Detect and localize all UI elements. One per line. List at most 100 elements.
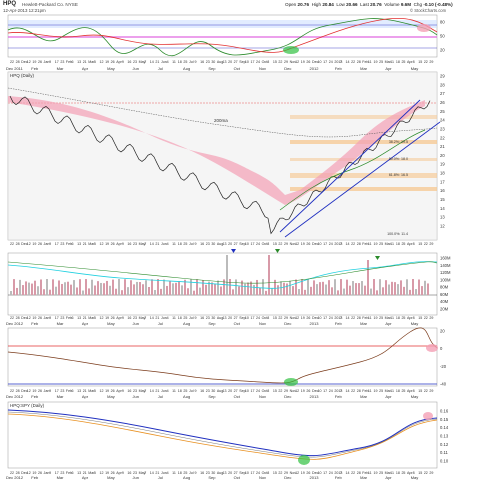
x-axis-tick-label: Sep (239, 389, 245, 393)
x-axis-tick-label: 25 (401, 471, 405, 475)
x-axis-tick-label: 17 (55, 316, 59, 320)
x-axis-month-label: Jun (132, 321, 138, 326)
x-axis-month-label: Jun (132, 66, 138, 71)
x-axis-tick-label: 2013 (334, 389, 342, 393)
x-axis-tick-label: 26 (306, 389, 310, 393)
axis-tick-label: 160M (440, 256, 451, 261)
x-axis-tick-label: 14 (346, 389, 350, 393)
x-axis-tick-label: Apr (407, 316, 413, 320)
x-axis-tick-label: 4 (167, 60, 169, 64)
axis-tick-label: 40M (440, 299, 449, 304)
x-axis-bottom: 22 28 Dec 12 19 26 Jan 9 17 23 Feb 6 13 21 Mar 5 12 19 26 A… (6, 471, 433, 480)
x-axis-month-label: Apr (82, 394, 89, 399)
volume-green-line (7, 261, 438, 284)
volume-bar (400, 280, 402, 295)
x-axis-tick-label: Oct (262, 242, 268, 246)
x-axis-month-label: Oct (234, 394, 241, 399)
volume-bar (46, 279, 48, 295)
x-axis-tick-label: Jun (161, 471, 167, 475)
x-axis-tick-label: 22 (10, 389, 14, 393)
stockcharts-credit: © StockCharts.com (410, 8, 447, 13)
arrow-marker-icon (375, 256, 380, 260)
volume-bar (403, 286, 405, 295)
x-axis-tick-label: 23 (60, 316, 64, 320)
volume-bar (154, 290, 156, 295)
x-axis-tick-label: Jun (161, 316, 167, 320)
x-axis-month-label: Feb (31, 66, 39, 71)
x-axis-tick-label: 28 (16, 316, 20, 320)
x-axis-tick-label: 18 (396, 242, 400, 246)
x-axis-tick-label: 25 (183, 242, 187, 246)
bearish-highlight (426, 344, 438, 352)
x-axis-month-label: Mar (360, 321, 368, 326)
x-axis-tick-label: Feb (66, 389, 72, 393)
x-axis-tick-label: 15 (418, 242, 422, 246)
x-axis-tick-label: 15 (418, 316, 422, 320)
x-axis-tick-label: Nov (290, 471, 297, 475)
x-axis-tick-label: 29 (284, 316, 288, 320)
volume-bar (298, 289, 300, 295)
x-axis-month-label: May (107, 66, 115, 71)
axis-tick-label: 0.10 (440, 459, 449, 464)
x-axis-tick-label: 13 (223, 60, 227, 64)
x-axis-tick-label: 13 (223, 316, 227, 320)
x-axis-tick-label: Dec (21, 471, 28, 475)
x-axis-tick-label: 7 (144, 316, 146, 320)
x-axis-tick-label: Sep (239, 60, 245, 64)
mid-oscillator-panel: 20 0 -20 -40 (7, 327, 447, 387)
x-axis-tick-label: 9 (49, 471, 51, 475)
x-axis-tick-label: 2013 (334, 242, 342, 246)
volume-bar (253, 284, 255, 295)
x-axis-lower: 22 28 Dec 12 19 26 Jan 9 17 23 Feb 6 13 21 Mar 5 12 19 26 A… (6, 316, 433, 326)
x-axis-tick-label: 29 (284, 242, 288, 246)
x-axis-tick-label: 26 (306, 60, 310, 64)
axis-tick-label: 19 (440, 162, 445, 167)
volume-bar (247, 282, 249, 295)
x-axis-tick-label: 23 (133, 60, 137, 64)
x-axis-tick-label: May (139, 242, 146, 246)
x-axis-tick-label: Mar (385, 316, 392, 320)
channel-upper-line (279, 99, 421, 233)
x-axis-tick-label: 2013 (334, 316, 342, 320)
axis-tick-label: 140M (440, 263, 451, 268)
x-axis-tick-label: Feb (66, 242, 72, 246)
x-axis-month-label: Jul (158, 66, 163, 71)
volume-bar (307, 279, 309, 295)
x-axis-tick-label: 23 (60, 242, 64, 246)
volume-bar (79, 279, 81, 295)
x-axis-tick-label: 12 (295, 60, 299, 64)
x-axis-tick-label: 25 (379, 471, 383, 475)
x-axis-tick-label: 24 (256, 316, 260, 320)
x-axis-tick-label: 29 (429, 389, 433, 393)
x-axis-month-label: Dec (284, 321, 291, 326)
x-axis-tick-label: 19 (32, 389, 36, 393)
bearish-highlight (423, 412, 433, 420)
x-axis-tick-label: 19 (105, 316, 109, 320)
volume-bar (37, 286, 39, 295)
x-axis-tick-label: 10 (245, 389, 249, 393)
x-axis-tick-label: 23 (133, 471, 137, 475)
volume-bar (88, 288, 90, 295)
x-axis-tick-label: Mar (88, 471, 95, 475)
x-axis-month-label: Sep (208, 475, 216, 480)
x-axis-tick-label: Nov (290, 316, 297, 320)
x-axis-tick-label: May (139, 60, 146, 64)
x-axis-tick-label: 15 (418, 60, 422, 64)
volume-bar (172, 283, 174, 295)
x-axis-tick-label: 27 (234, 471, 238, 475)
x-axis-tick-label: 19 (301, 471, 305, 475)
x-axis-tick-label: 25 (183, 471, 187, 475)
x-axis-tick-label: 16 (127, 316, 131, 320)
fib-band (290, 173, 437, 178)
x-axis-tick-label: 9 (195, 242, 197, 246)
x-axis-tick-label: 9 (195, 60, 197, 64)
x-axis-tick-label: Apr (116, 316, 122, 320)
x-axis-tick-label: 25 (183, 316, 187, 320)
volume-bar (265, 290, 267, 295)
x-axis-tick-label: 30 (211, 242, 215, 246)
x-axis-tick-label: 10 (318, 242, 322, 246)
x-axis-tick-label: 5 (94, 389, 96, 393)
x-axis-tick-label: 17 (250, 316, 254, 320)
x-axis-month-label: May (107, 321, 115, 326)
x-axis-tick-label: Jan (44, 316, 50, 320)
